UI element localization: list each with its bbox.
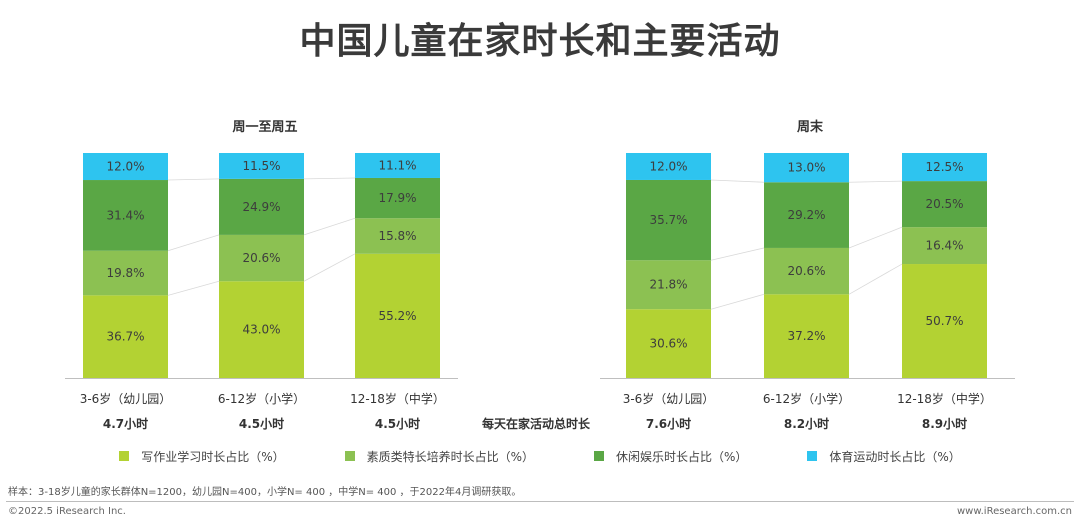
- weekend-total-hours: 8.9小时: [922, 416, 967, 431]
- weekend-bar-segment-leisure: [764, 182, 849, 248]
- legend-item-sports: 体育运动时长占比（%）: [807, 446, 961, 466]
- weekday-data-label: 20.6%: [242, 251, 280, 265]
- weekday-connector-line: [303, 253, 356, 282]
- weekday-total-hours: 4.7小时: [103, 416, 148, 431]
- weekend-data-label: 20.6%: [787, 264, 825, 278]
- weekend-category-label: 3-6岁（幼儿园）: [623, 391, 715, 406]
- weekend-bar-segment-quality: [626, 260, 711, 310]
- total-duration-label: 每天在家活动总时长: [482, 417, 591, 431]
- weekday-data-label: 31.4%: [106, 208, 144, 222]
- legend-swatch-quality: [344, 451, 355, 461]
- weekday-data-label: 17.9%: [378, 191, 416, 205]
- footer-copyright: ©2022.5 iResearch Inc.: [8, 506, 126, 517]
- weekday-bar-segment-sports: [83, 153, 168, 181]
- weekend-connector-line: [710, 247, 765, 261]
- weekend-bar-segment-sports: [626, 153, 711, 180]
- weekend-connector-line: [848, 263, 903, 295]
- weekend-data-label: 12.0%: [649, 159, 687, 173]
- weekday-bar-segment-quality: [83, 250, 168, 296]
- weekday-bar-segment-leisure: [355, 177, 440, 219]
- weekend-data-label: 30.6%: [649, 337, 687, 351]
- legend-swatch-sports: [807, 451, 818, 461]
- weekday-data-label: 43.0%: [242, 323, 280, 337]
- weekend-total-hours: 7.6小时: [646, 416, 691, 431]
- weekday-data-label: 11.5%: [242, 159, 280, 173]
- legend-label-homework: 写作业学习时长占比（%）: [141, 449, 285, 464]
- weekend-data-label: 12.5%: [925, 160, 963, 174]
- weekend-bar-segment-homework: [902, 264, 987, 378]
- source-note: 样本：3-18岁儿童的家长群体N=1200，幼儿园N=400，小学N= 400 …: [8, 487, 522, 498]
- weekday-connector-line: [167, 178, 220, 181]
- weekday-data-label: 12.0%: [106, 160, 144, 174]
- weekday-data-label: 24.9%: [242, 200, 280, 214]
- weekend-connector-line: [710, 179, 765, 183]
- weekday-data-label: 15.8%: [378, 229, 416, 243]
- weekday-bar-segment-homework: [83, 295, 168, 378]
- weekday-chart-title: 周一至周五: [232, 120, 297, 135]
- weekday-data-label: 36.7%: [106, 330, 144, 344]
- legend-swatch-leisure: [594, 451, 604, 461]
- weekend-bar-segment-sports: [902, 153, 987, 182]
- weekday-total-hours: 4.5小时: [375, 416, 420, 431]
- page-title: 中国儿童在家时长和主要活动: [299, 21, 781, 62]
- weekday-bar-segment-leisure: [83, 180, 168, 251]
- weekday-bar-segment-quality: [355, 218, 440, 254]
- weekday-connector-line: [167, 234, 220, 252]
- weekend-data-label: 37.2%: [787, 329, 825, 343]
- weekday-connector-line: [167, 280, 220, 296]
- legend-label-sports: 体育运动时长占比（%）: [829, 449, 961, 464]
- weekend-data-label: 35.7%: [649, 213, 687, 227]
- weekend-bar-segment-quality: [902, 227, 987, 265]
- weekday-connector-line: [303, 217, 356, 236]
- weekday-category-label: 6-12岁（小学）: [218, 391, 305, 406]
- weekend-bar-segment-homework: [626, 309, 711, 378]
- weekend-bar-segment-leisure: [626, 179, 711, 261]
- weekend-data-label: 29.2%: [787, 208, 825, 222]
- legend-label-quality: 素质类特长培养时长占比（%）: [366, 449, 534, 464]
- weekday-connector-line: [303, 177, 356, 180]
- legend-item-quality: 素质类特长培养时长占比（%）: [344, 446, 534, 466]
- weekend-data-label: 13.0%: [787, 161, 825, 175]
- weekend-bar-segment-sports: [764, 153, 849, 183]
- footer-divider: [6, 501, 1074, 502]
- legend-item-leisure: 休闲娱乐时长占比（%）: [594, 446, 747, 466]
- weekend-data-label: 20.5%: [925, 197, 963, 211]
- weekday-bar-segment-homework: [219, 281, 304, 378]
- weekend-category-label: 6-12岁（小学）: [763, 391, 850, 406]
- weekend-bar-segment-homework: [764, 294, 849, 378]
- weekday-data-label: 19.8%: [106, 266, 144, 280]
- weekday-total-hours: 4.5小时: [239, 416, 284, 431]
- weekend-connector-line: [710, 293, 765, 310]
- legend-item-homework: 写作业学习时长占比（%）: [119, 446, 285, 466]
- weekend-connector-line: [848, 226, 903, 249]
- weekday-data-label: 55.2%: [378, 309, 416, 323]
- weekday-bar-segment-sports: [355, 153, 440, 178]
- weekend-chart-title: 周末: [797, 119, 824, 135]
- weekend-total-hours: 8.2小时: [784, 416, 829, 431]
- weekend-connector-line: [848, 180, 903, 183]
- weekend-data-label: 21.8%: [649, 278, 687, 292]
- weekday-data-label: 11.1%: [378, 158, 416, 172]
- weekend-data-label: 16.4%: [925, 239, 963, 253]
- weekend-bar-segment-leisure: [902, 181, 987, 228]
- weekday-bar-segment-quality: [219, 234, 304, 282]
- weekday-category-label: 12-18岁（中学）: [350, 391, 445, 406]
- legend: 写作业学习时长占比（%） 素质类特长培养时长占比（%） 休闲娱乐时长占比（%） …: [0, 446, 1080, 466]
- weekday-bar-segment-leisure: [219, 178, 304, 235]
- legend-label-leisure: 休闲娱乐时长占比（%）: [616, 449, 748, 464]
- weekend-data-label: 50.7%: [925, 314, 963, 328]
- footer-website: www.iResearch.com.cn: [957, 506, 1072, 517]
- weekend-category-label: 12-18岁（中学）: [897, 391, 992, 406]
- weekday-bar-segment-sports: [219, 153, 304, 179]
- weekday-category-label: 3-6岁（幼儿园）: [80, 391, 172, 406]
- weekend-bar-segment-quality: [764, 247, 849, 295]
- weekday-bar-segment-homework: [355, 253, 440, 378]
- legend-swatch-homework: [119, 451, 130, 461]
